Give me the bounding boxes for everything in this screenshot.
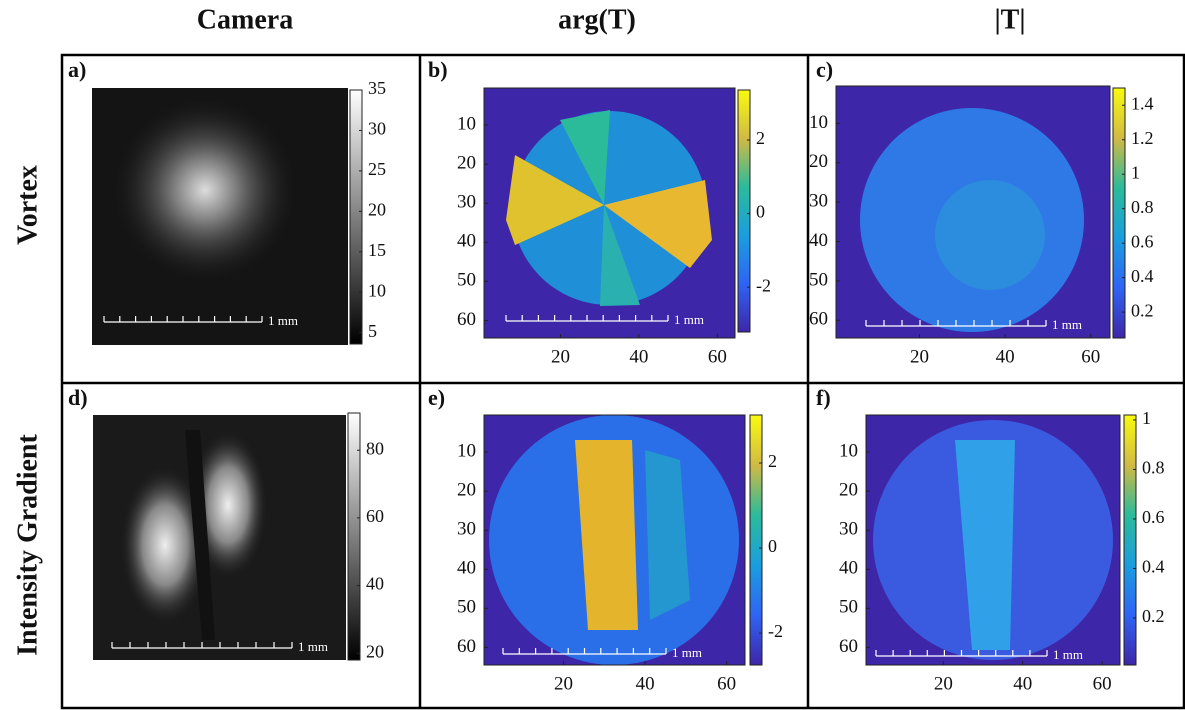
column-header: arg(T) [558,4,636,35]
colorbar-tick-label: 35 [368,78,386,98]
y-tick-label: 20 [457,480,476,501]
colorbar-tick-label: 25 [368,159,386,179]
colorbar [1112,87,1126,339]
colorbar-tick-label: 0.6 [1142,507,1165,527]
y-tick-label: 60 [457,636,476,657]
colorbar-tick-label: 0.8 [1142,458,1165,478]
y-tick-label: 20 [457,153,476,174]
y-tick-label: 60 [839,636,858,657]
y-tick-label: 10 [457,113,476,134]
colorbar-tick-label: -2 [756,275,771,295]
row-header: Intensity Gradient [12,433,43,655]
axes-box [483,87,736,339]
y-tick-label: 10 [457,440,476,461]
panel-label: a) [68,57,86,82]
y-tick-label: 20 [809,151,828,172]
x-tick-label: 60 [1093,673,1112,694]
colorbar-tick-label: 2 [756,128,765,148]
colorbar [347,412,361,661]
x-tick-label: 20 [934,673,953,694]
scale-bar-label: 1 mm [1052,317,1082,332]
x-tick-label: 40 [636,673,655,694]
y-tick-label: 30 [809,191,828,212]
y-tick-label: 10 [839,440,858,461]
y-tick-label: 40 [457,558,476,579]
panel-art [92,86,1120,665]
colorbar-tick-label: 0 [768,536,777,556]
colorbar-tick-label: 1 [1131,162,1140,182]
colorbar-tick-label: 0.4 [1131,266,1154,286]
scale-bar-label: 1 mm [1053,647,1083,662]
colorbar-tick-label: 0.2 [1131,300,1154,320]
colorbar-tick-label: 0.6 [1131,231,1154,251]
x-tick-label: 20 [910,346,929,367]
y-tick-label: 40 [809,230,828,251]
colorbar-tick-label: 0 [756,202,765,222]
colorbar-tick-label: 15 [368,240,386,260]
panel-label: b) [428,57,448,82]
x-tick-label: 60 [1081,346,1100,367]
axes-box [483,414,746,666]
y-tick-label: 40 [839,558,858,579]
scale-bar-label: 1 mm [298,639,328,654]
y-tick-label: 30 [839,519,858,540]
colorbar-tick-label: 10 [368,280,386,300]
y-tick-label: 30 [457,192,476,213]
x-tick-label: 60 [708,346,727,367]
x-tick-label: 40 [629,346,648,367]
colorbar-tick-label: 60 [366,506,384,526]
y-tick-label: 50 [457,597,476,618]
y-tick-label: 20 [839,480,858,501]
y-tick-label: 50 [457,270,476,291]
y-tick-label: 60 [809,309,828,330]
colorbar-tick-label: 30 [368,119,386,139]
colorbar [349,89,363,345]
panel-label: c) [816,57,833,82]
x-tick-label: 40 [996,346,1015,367]
scale-bar-label: 1 mm [674,312,704,327]
axes-box [835,85,1111,339]
x-tick-label: 60 [717,673,736,694]
panel-label: d) [68,385,88,410]
y-tick-label: 30 [457,519,476,540]
x-tick-label: 20 [554,673,573,694]
panel-label: e) [428,385,445,410]
y-tick-label: 60 [457,309,476,330]
y-tick-label: 10 [809,112,828,133]
colorbar-tick-label: 20 [366,641,384,661]
scale-bar-label: 1 mm [672,645,702,660]
grid-frame [60,53,1185,710]
column-header: |T| [994,4,1025,35]
colorbar [737,89,751,333]
colorbar-tick-label: 2 [768,451,777,471]
y-tick-label: 50 [809,269,828,290]
panel-label: f) [816,385,831,410]
colorbar-tick-label: 20 [368,199,386,219]
colorbar-tick-label: 80 [366,438,384,458]
column-header: Camera [197,4,293,35]
colorbar [749,414,763,666]
x-tick-label: 20 [551,346,570,367]
x-tick-label: 40 [1013,673,1032,694]
axes-box [865,414,1121,666]
scale-bar-label: 1 mm [268,313,298,328]
colorbar-tick-label: 0.4 [1142,557,1165,577]
headers: Camera arg(T) |T| Vortex Intensity Gradi… [12,4,1025,655]
colorbar-tick-label: 0.2 [1142,606,1165,626]
y-tick-label: 40 [457,231,476,252]
colorbar-tick-label: 1.2 [1131,128,1154,148]
colorbar-tick-label: 0.8 [1131,197,1154,217]
colorbar [1123,414,1137,666]
colorbar-tick-label: 1.4 [1131,93,1154,113]
colorbar-tick-label: 5 [368,321,377,341]
y-tick-label: 50 [839,597,858,618]
colorbar-tick-label: 40 [366,574,384,594]
colorbar-tick-label: -2 [768,621,783,641]
colorbar-tick-label: 1 [1142,408,1151,428]
row-header: Vortex [12,165,43,245]
